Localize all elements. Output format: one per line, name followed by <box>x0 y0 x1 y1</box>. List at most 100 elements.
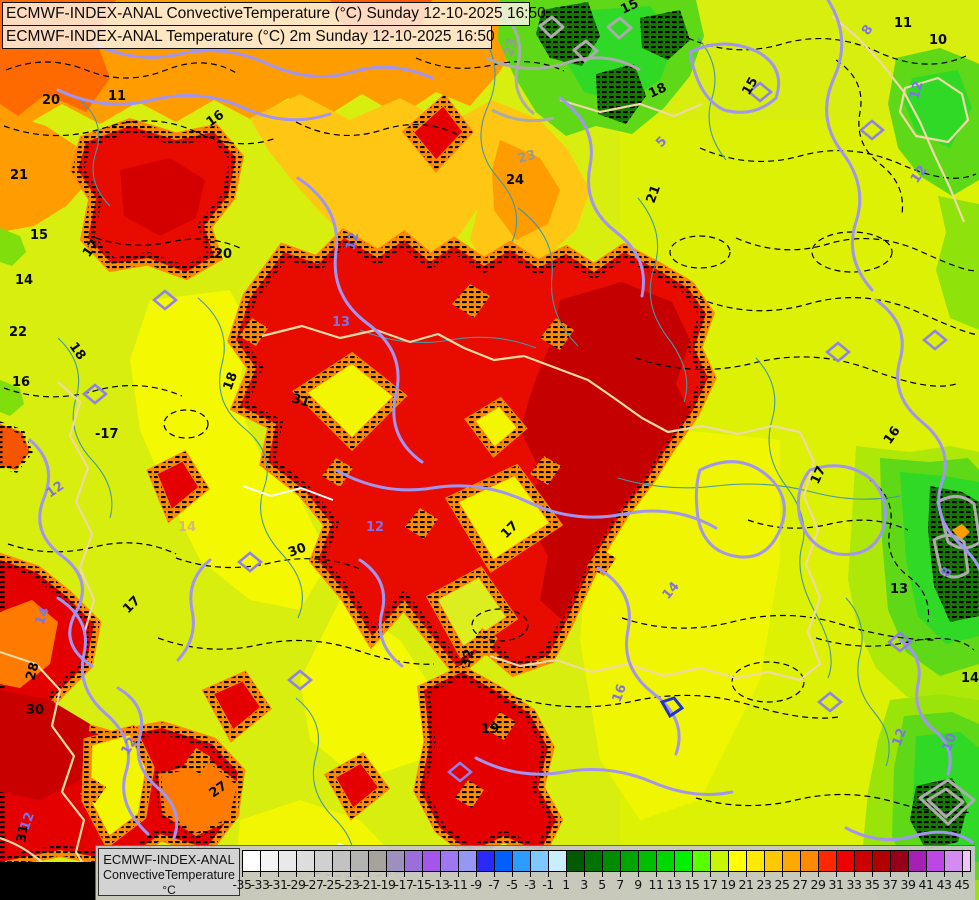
colorbar-cell <box>692 850 710 872</box>
contour-value-label: 21 <box>10 168 28 183</box>
purple-isolines <box>28 0 979 844</box>
colorbar-cell <box>350 850 368 872</box>
colorbar-tick-label: -27 <box>304 877 324 892</box>
colorbar-tick-label: -13 <box>430 877 450 892</box>
colorbar-tick-label: 19 <box>720 877 736 892</box>
colorbar-tick <box>476 872 477 877</box>
colorbar-tick-label: -35 <box>232 877 252 892</box>
contour-value-label: 23 <box>516 148 537 167</box>
colorbar-cell <box>782 850 800 872</box>
colorbar-tick <box>710 872 711 877</box>
colorbar-tick-label: -21 <box>358 877 378 892</box>
contour-value-label: 12 <box>890 726 910 748</box>
colorbar-cell <box>494 850 512 872</box>
colorbar-tick-label: 3 <box>580 877 588 892</box>
colorbar-cell <box>944 850 962 872</box>
colorbar-tick <box>386 872 387 877</box>
colorbar-tick-label: 17 <box>702 877 718 892</box>
contour-value-label: 12 <box>366 520 384 535</box>
colorbar-cell <box>584 850 602 872</box>
contour-value-label: 18 <box>646 80 669 101</box>
colorbar-cell <box>926 850 944 872</box>
contour-value-label: 30 <box>26 703 44 718</box>
colorbar-cell <box>656 850 674 872</box>
colorbar-tick-label: 5 <box>598 877 606 892</box>
colorbar-tick <box>512 872 513 877</box>
colorbar-cell <box>872 850 890 872</box>
colorbar-cell <box>530 850 548 872</box>
contour-value-label: -17 <box>95 427 119 442</box>
colorbar-tick <box>782 872 783 877</box>
colorbar-cell <box>908 850 926 872</box>
colorbar-tick-label: -31 <box>268 877 288 892</box>
blue-isoline-loop <box>659 696 685 719</box>
colorbar-tick <box>278 872 279 877</box>
colorbar-tick <box>332 872 333 877</box>
map-margin-corner <box>0 862 95 900</box>
contour-value-label: 20 <box>42 93 60 108</box>
colorbar-tick <box>602 872 603 877</box>
colorbar-tick <box>764 872 765 877</box>
colorbar-tick <box>836 872 837 877</box>
contour-value-label: 13 <box>890 582 908 597</box>
colorbar-cell <box>674 850 692 872</box>
colorbar-cell <box>800 850 818 872</box>
border-lines <box>0 15 970 892</box>
colorbar-tick <box>422 872 423 877</box>
contour-value-label: 12 <box>18 810 38 832</box>
colorbar-tick-label: -5 <box>506 877 518 892</box>
contour-value-label: 19 <box>481 722 499 737</box>
contour-value-label: 23 <box>501 37 520 58</box>
colorbar-cell <box>440 850 458 872</box>
colorbar-tick-label: 45 <box>954 877 970 892</box>
colorbar-tick-label: 37 <box>882 877 898 892</box>
legend-product-name: ECMWF-INDEX-ANAL <box>103 852 235 867</box>
chart-title-convective-temperature: ECMWF-INDEX-ANAL ConvectiveTemperature (… <box>2 2 546 26</box>
colorbar-tick <box>350 872 351 877</box>
contour-value-label: 14 <box>15 273 33 288</box>
contour-value-label: 21 <box>644 183 664 205</box>
colorbar-tick <box>944 872 945 877</box>
chart-title-temperature-2m: ECMWF-INDEX-ANAL Temperature (°C) 2m Sun… <box>2 25 495 49</box>
contour-value-label: 14 <box>961 671 979 686</box>
colorbar-tick-label: 35 <box>864 877 880 892</box>
colorbar-tick-label: 29 <box>810 877 826 892</box>
colorbar-cell <box>332 850 350 872</box>
colorbar-tick <box>260 872 261 877</box>
colorbar-tick <box>872 872 873 877</box>
colorbar-tick-label: 1 <box>562 877 570 892</box>
contour-value-label: 30 <box>286 540 308 560</box>
contour-value-label: 11 <box>108 89 126 104</box>
contour-value-label: 31 <box>14 823 32 843</box>
colorbar-tick-label: -25 <box>322 877 342 892</box>
contour-value-label: 28 <box>23 661 42 682</box>
colorbar-cell <box>404 850 422 872</box>
colorbar-cell <box>728 850 746 872</box>
contour-value-label: 10 <box>940 731 960 753</box>
colorbar-cell <box>620 850 638 872</box>
colorbar-tick <box>674 872 675 877</box>
contour-value-label: 17 <box>808 464 829 487</box>
colorbar-tick <box>728 872 729 877</box>
colorbar-tick-label: -3 <box>524 877 536 892</box>
colorbar-tick <box>620 872 621 877</box>
colorbar-tick <box>746 872 747 877</box>
colorbar-tick <box>692 872 693 877</box>
colorbar-tick <box>908 872 909 877</box>
contour-value-label: 14 <box>33 605 53 627</box>
legend-unit: °C <box>162 883 176 897</box>
colorbar-tick-label: -9 <box>470 877 482 892</box>
colorbar-tick <box>854 872 855 877</box>
colorbar-cell <box>818 850 836 872</box>
colorbar-tick-label: 15 <box>684 877 700 892</box>
contour-value-label: 13 <box>332 315 350 330</box>
colorbar-tick-label: -19 <box>376 877 396 892</box>
colorbar-tick-label: 11 <box>648 877 664 892</box>
contour-value-label: 12 <box>907 80 926 101</box>
contour-value-label: 16 <box>12 375 30 390</box>
colorbar-tick <box>404 872 405 877</box>
colorbar-tick <box>926 872 927 877</box>
colorbar-tick-label: 27 <box>792 877 808 892</box>
colorbar-tick-label: -33 <box>250 877 270 892</box>
